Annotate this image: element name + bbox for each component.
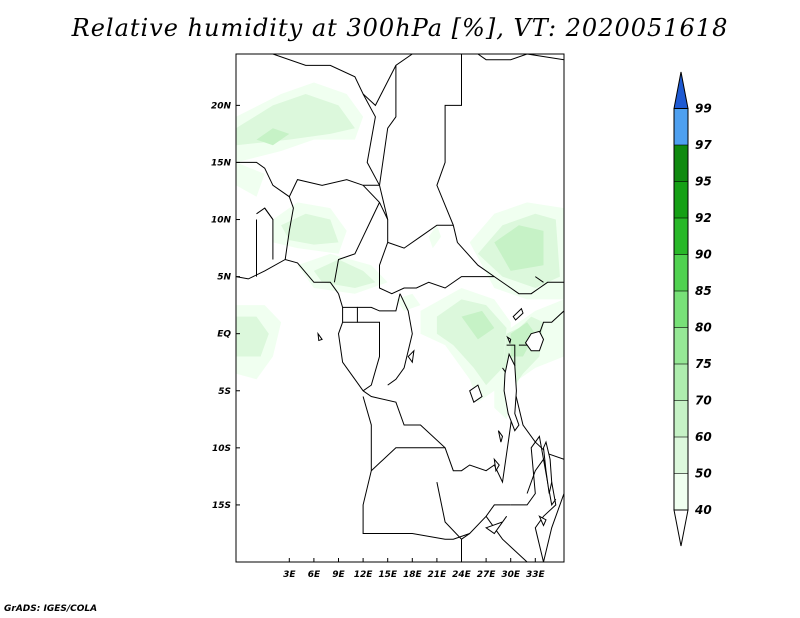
colorbar-label: 92 [695,211,712,225]
colorbar-label: 90 [695,248,712,262]
lon-tick-label: 27E [477,570,497,580]
humidity-region [313,259,376,288]
grads-credit: GrADS: IGES/COLA [4,604,98,614]
country-border [362,93,380,186]
humidity-region [428,225,441,249]
colorbar-label: 80 [695,321,712,335]
lake-outline [469,384,483,403]
humidity-region [461,310,495,340]
lake-outline [538,515,547,527]
lon-tick-label: 6E [308,570,321,580]
country-border [284,196,294,260]
colorbar-swatch [674,108,688,145]
humidity-region [281,213,339,245]
colorbar-high-arrow [673,71,689,109]
lon-tick-label: 15E [378,570,398,580]
humidity-region [494,225,544,271]
colorbar-swatch [674,254,688,291]
colorbar-legend: 40 50 60 70 75 80 85 90 92 95 97 99 [673,71,712,547]
country-border [272,54,413,107]
colorbar-label: 99 [695,102,712,116]
country-border [362,390,516,484]
lake-outline [542,440,553,494]
lon-tick-label: 3E [283,570,296,580]
colorbar-label: 95 [695,175,712,189]
lake-outline [497,430,504,443]
colorbar-label: 75 [695,357,712,371]
lake-outline [485,516,508,535]
plot-title: Relative humidity at 300hPa [%], VT: 202… [71,14,729,42]
colorbar-swatch [674,364,688,401]
colorbar-low-arrow [673,509,689,547]
country-border [236,258,339,294]
humidity-region [236,94,355,146]
country-border [387,224,454,249]
lat-tick-label: 5N [217,273,231,283]
country-border [370,447,446,472]
colorbar-label: 85 [695,284,712,298]
country-border [477,54,564,61]
lat-tick-label: 15N [211,158,232,168]
lon-tick-label: 9E [332,570,345,580]
lat-tick-label: EQ [217,330,231,340]
lon-tick-label: 21E [428,570,448,580]
country-border [436,481,511,540]
lake-outline [493,457,500,473]
country-borders [236,54,564,562]
colorbar-swatch [674,218,688,255]
colorbar-label: 70 [695,394,712,408]
country-border [379,65,397,186]
country-border [535,276,544,283]
humidity-region [436,299,507,386]
country-border [543,493,564,562]
lat-tick-label: 10S [212,444,231,454]
country-border [362,396,470,540]
colorbar-swatch [674,473,688,510]
country-border [357,321,380,392]
lake-outline [317,331,323,342]
lake-outline [407,349,415,364]
colorbar-label: 40 [694,503,712,517]
colorbar-swatch [674,291,688,328]
country-border [357,293,401,312]
colorbar-swatch [674,145,688,182]
colorbar-swatch [674,400,688,437]
lakes [317,307,553,535]
country-border [436,54,564,295]
lon-tick-label: 33E [526,570,546,580]
lon-tick-label: 12E [354,570,374,580]
lat-tick-label: 10N [211,216,232,226]
lat-tick-label: 5S [218,387,231,397]
humidity-region [510,322,536,357]
colorbar-swatch [674,181,688,218]
latitude-axis: 20N 15N 10N 5N EQ 5S 10S 15S [211,101,240,511]
lake-outline [512,307,524,321]
lon-tick-label: 24E [452,570,472,580]
lake-outline [506,335,512,345]
lake-outline [524,330,545,352]
humidity-region [236,316,269,357]
lon-tick-label: 30E [501,570,521,580]
colorbar-swatch [674,437,688,474]
country-border [485,516,528,562]
country-border [387,293,413,386]
lon-tick-label: 18E [403,570,423,580]
colorbar-label: 50 [695,467,712,481]
map-frame [235,53,565,563]
lake-outline [503,352,520,432]
colorbar-label: 60 [695,430,712,444]
lat-tick-label: 20N [211,101,232,111]
country-border [236,161,380,198]
humidity-region [256,128,290,146]
lat-tick-label: 15S [212,501,231,511]
colorbar-label: 97 [695,138,712,152]
country-border [333,202,380,283]
colorbar-swatch [674,327,688,364]
longitude-axis: 3E 6E 9E 12E 15E 18E 21E 24E 27E 30E 33E [283,558,545,580]
country-border [342,306,358,323]
humidity-region [236,162,265,197]
country-border [337,293,364,392]
country-border [256,207,274,220]
